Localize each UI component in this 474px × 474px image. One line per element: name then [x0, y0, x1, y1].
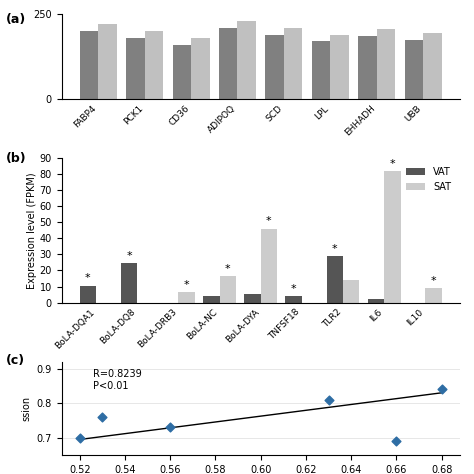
Bar — [284, 28, 302, 99]
Point — [438, 385, 446, 393]
Point — [99, 413, 106, 421]
Bar — [80, 31, 98, 99]
Text: *: * — [225, 264, 231, 273]
Bar — [244, 294, 261, 302]
Bar — [330, 35, 349, 99]
Bar — [203, 296, 219, 302]
Text: (c): (c) — [6, 354, 25, 367]
Bar — [80, 286, 96, 302]
Text: (a): (a) — [6, 12, 26, 26]
Legend: VAT, SAT: VAT, SAT — [402, 163, 455, 196]
Point — [76, 434, 83, 442]
Text: *: * — [431, 276, 436, 286]
Y-axis label: Expression level (FPKM): Expression level (FPKM) — [27, 172, 37, 289]
Bar — [404, 40, 423, 99]
Bar — [178, 292, 195, 302]
Bar — [312, 41, 330, 99]
Bar — [285, 296, 302, 302]
Text: *: * — [291, 284, 296, 294]
Bar — [343, 280, 359, 302]
Bar — [358, 36, 377, 99]
Bar — [384, 171, 401, 302]
Bar — [173, 45, 191, 99]
Bar — [191, 38, 210, 99]
Text: R=0.8239
P<0.01: R=0.8239 P<0.01 — [93, 369, 142, 391]
Bar — [237, 21, 256, 99]
Bar — [121, 263, 137, 302]
Text: (b): (b) — [6, 153, 27, 165]
Bar — [219, 276, 236, 302]
Bar — [368, 299, 384, 302]
Point — [325, 396, 332, 403]
Bar — [126, 38, 145, 99]
Bar — [219, 28, 237, 99]
Bar — [98, 24, 117, 99]
Bar — [327, 256, 343, 302]
Bar — [145, 31, 163, 99]
Bar — [423, 33, 442, 99]
Text: *: * — [266, 216, 272, 227]
Bar — [425, 288, 442, 302]
Point — [392, 438, 400, 445]
Text: *: * — [390, 159, 395, 169]
Text: *: * — [126, 251, 132, 261]
Bar — [377, 29, 395, 99]
Text: *: * — [332, 244, 337, 254]
Y-axis label: ssion: ssion — [21, 396, 31, 421]
Text: *: * — [184, 280, 190, 290]
Point — [166, 424, 174, 431]
Text: *: * — [85, 273, 91, 283]
Bar — [261, 229, 277, 302]
Bar — [265, 35, 284, 99]
